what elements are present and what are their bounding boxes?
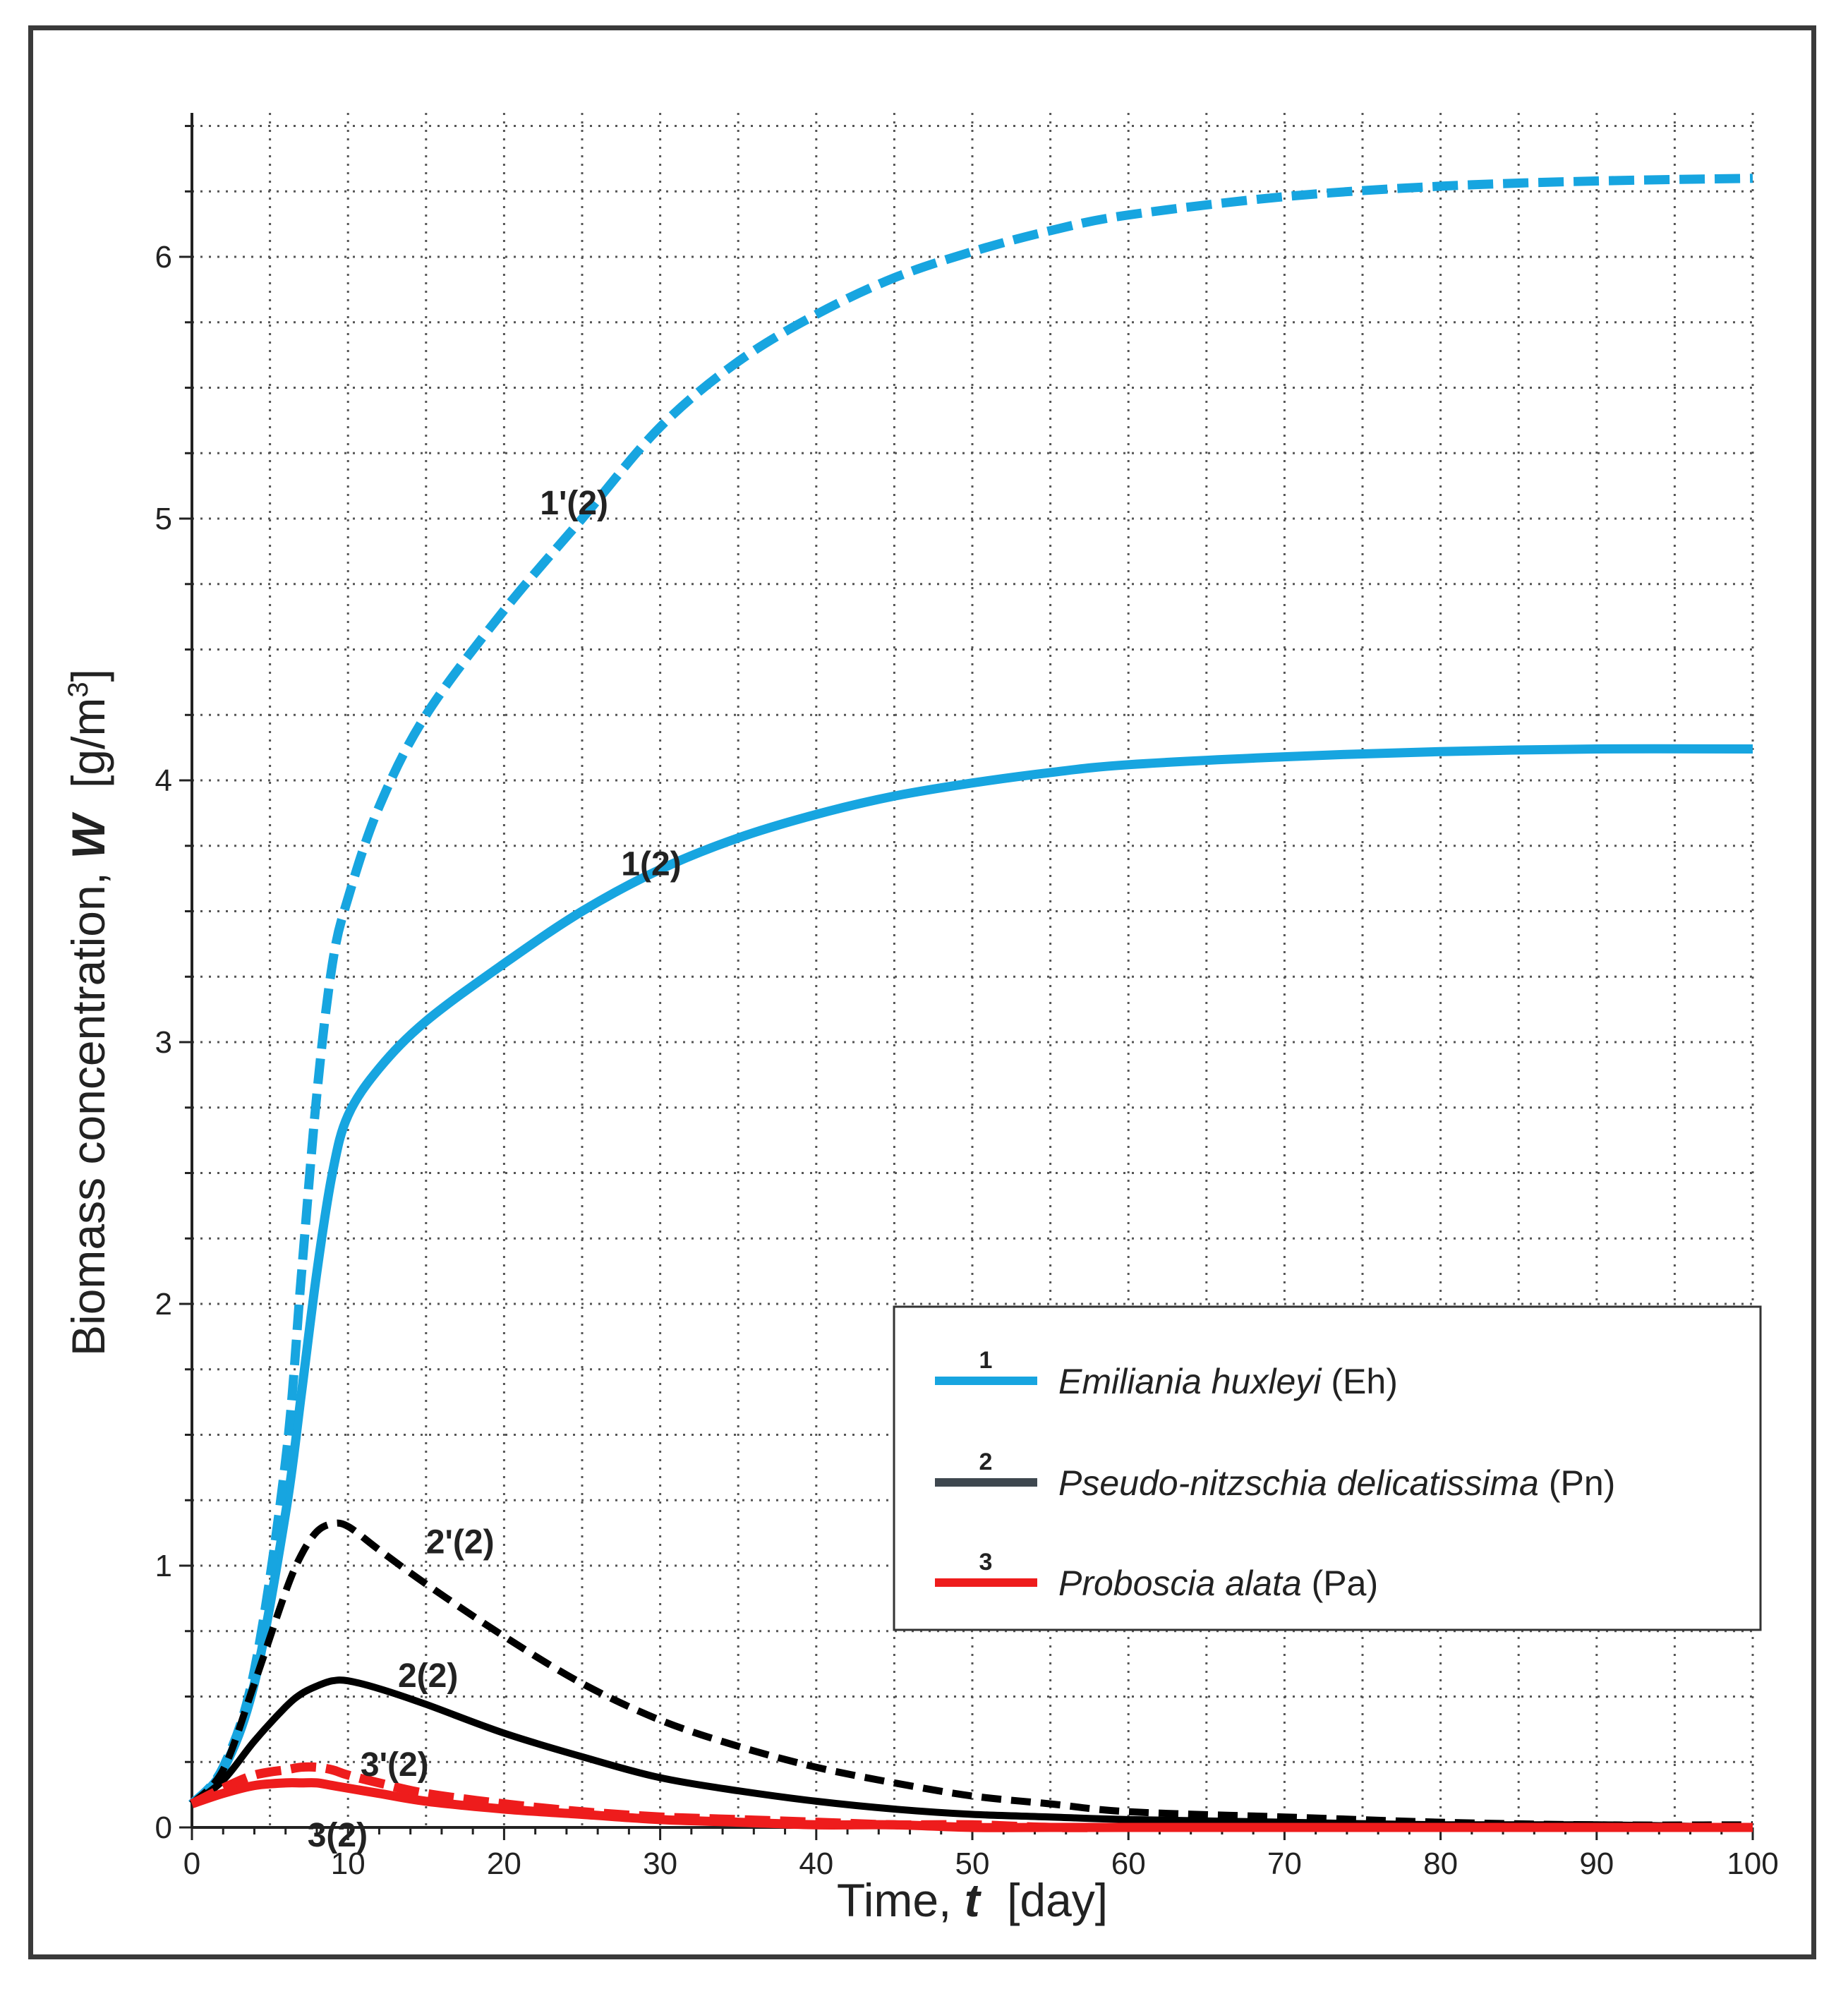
x-tick-label: 20	[487, 1846, 521, 1881]
legend-number: 3	[979, 1549, 993, 1576]
curve-label: 2(2)	[398, 1657, 458, 1695]
y-axis-title: Biomass concentration, W [g/m3]	[62, 669, 114, 1356]
x-tick-label: 80	[1423, 1846, 1458, 1881]
curve-label: 1'(2)	[540, 485, 608, 522]
curve-label: 3'(2)	[361, 1746, 429, 1784]
x-tick-label: 90	[1579, 1846, 1614, 1881]
legend-number: 2	[979, 1449, 993, 1475]
x-tick-label: 60	[1111, 1846, 1146, 1881]
curve-label: 1(2)	[621, 846, 681, 883]
legend-box	[893, 1305, 1762, 1631]
x-tick-label: 40	[799, 1846, 833, 1881]
x-tick-label: 100	[1727, 1846, 1778, 1881]
x-tick-label: 50	[955, 1846, 990, 1881]
legend-label-s2: Pseudo-nitzschia delicatissima (Pn)	[1058, 1463, 1615, 1503]
series-line-s2p	[189, 1519, 1753, 1829]
legend-number: 1	[979, 1347, 993, 1374]
x-tick-label: 70	[1267, 1846, 1302, 1881]
y-tick-label: 3	[155, 1025, 172, 1060]
curve-labels: 1'(2) 1(2) 2'(2) 2(2) 3'(2) 3(2)	[308, 485, 682, 1854]
legend-label-s3: Proboscia alata (Pa)	[1058, 1564, 1378, 1603]
series	[188, 174, 1753, 1832]
x-tick-label: 30	[643, 1846, 677, 1881]
y-tick-label: 4	[155, 763, 172, 798]
ticks: 0 10 20 30 40 50 60 70 80 90 100 0 1 2 3 4 5 6	[155, 125, 1779, 1881]
y-tick-label: 1	[155, 1549, 172, 1583]
curve-label: 3(2)	[308, 1817, 368, 1854]
legend: 1 Emiliania huxleyi (Eh) 2 Pseudo-nitzschia …	[893, 1305, 1762, 1631]
x-axis-title: Time, t [day]	[837, 1874, 1108, 1926]
series-line-s1	[188, 744, 1753, 1808]
figure-frame	[28, 25, 1816, 1959]
y-tick-label: 5	[155, 502, 172, 536]
y-tick-label: 2	[155, 1287, 172, 1322]
y-tick-label: 0	[155, 1810, 172, 1845]
x-tick-label: 0	[183, 1846, 200, 1881]
x-tick-label: 10	[331, 1846, 366, 1881]
legend-label-s1: Emiliania huxleyi (Eh)	[1058, 1362, 1398, 1401]
curve-label: 2'(2)	[426, 1524, 495, 1561]
series-line-s1p	[188, 174, 1753, 1808]
y-tick-label: 6	[155, 240, 172, 274]
series-line-s3p	[190, 1762, 1753, 1832]
